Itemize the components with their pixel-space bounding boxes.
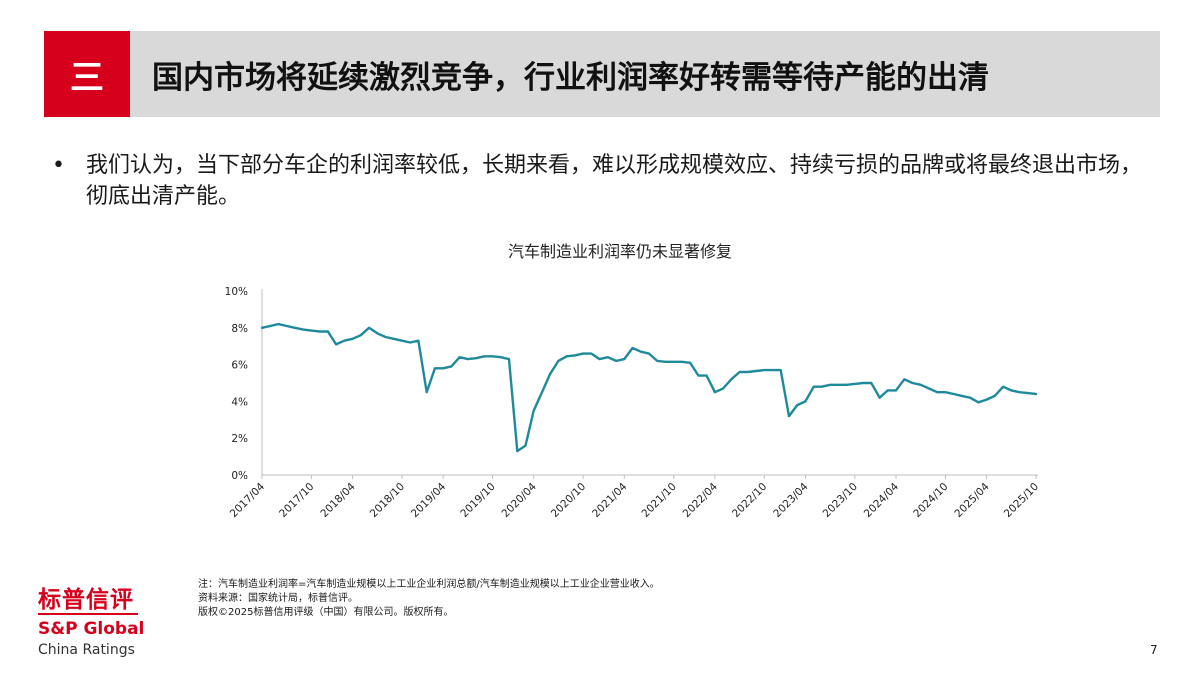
x-tick-label: 2025/10 bbox=[1002, 481, 1041, 520]
x-tick-label: 2019/10 bbox=[458, 481, 497, 520]
x-tick-label: 2019/04 bbox=[409, 480, 449, 520]
logo-english-name: S&P Global bbox=[38, 619, 145, 639]
y-tick-label: 0% bbox=[231, 470, 248, 482]
x-tick-label: 2023/04 bbox=[771, 480, 811, 520]
x-tick-label: 2022/10 bbox=[730, 481, 769, 520]
logo-chinese-name: 标普信评 bbox=[38, 587, 134, 613]
x-tick-label: 2021/10 bbox=[639, 481, 678, 520]
footnotes: 注：汽车制造业利润率=汽车制造业规模以上工业企业利润总额/汽车制造业规模以上工业… bbox=[198, 578, 660, 620]
page-title: 国内市场将延续激烈竞争，行业利润率好转需等待产能的出清 bbox=[152, 59, 989, 96]
x-tick-label: 2018/10 bbox=[368, 481, 407, 520]
footnote-copyright: 版权©2025标普信用评级（中国）有限公司。版权所有。 bbox=[198, 607, 454, 618]
footnote-source: 资料来源：国家统计局，标普信评。 bbox=[198, 593, 358, 604]
x-tick-label: 2023/10 bbox=[821, 481, 860, 520]
logo-subtitle: China Ratings bbox=[38, 642, 135, 658]
x-tick-label: 2020/04 bbox=[500, 480, 540, 520]
logo-divider bbox=[38, 613, 138, 615]
x-tick-label: 2025/04 bbox=[952, 480, 992, 520]
title-bar: 三 国内市场将延续激烈竞争，行业利润率好转需等待产能的出清 bbox=[44, 31, 1160, 117]
x-tick-label: 2018/04 bbox=[318, 480, 358, 520]
profit-margin-series-line bbox=[260, 322, 1038, 453]
x-tick-label: 2024/04 bbox=[862, 480, 902, 520]
bullet-icon: • bbox=[52, 153, 65, 178]
y-tick-label: 2% bbox=[231, 433, 248, 445]
x-tick-label: 2024/10 bbox=[911, 481, 950, 520]
x-tick-label: 2017/10 bbox=[277, 481, 316, 520]
profit-margin-line-chart: 0% 2% 4% 6% 8% 10% 2017/04 2017/10 2018/04 2018/1… bbox=[225, 286, 1041, 520]
y-tick-label: 8% bbox=[231, 323, 248, 335]
x-tick-label: 2020/10 bbox=[549, 481, 588, 520]
y-tick-label: 4% bbox=[231, 396, 248, 408]
footnote-definition: 注：汽车制造业利润率=汽车制造业规模以上工业企业利润总额/汽车制造业规模以上工业… bbox=[198, 579, 660, 590]
page-number: 7 bbox=[1150, 643, 1158, 657]
section-number-badge: 三 bbox=[44, 31, 130, 117]
bullet-point: • 我们认为，当下部分车企的利润率较低，长期来看，难以形成规模效应、持续亏损的品… bbox=[52, 150, 1162, 212]
x-tick-label: 2022/04 bbox=[681, 480, 721, 520]
bullet-text: 我们认为，当下部分车企的利润率较低，长期来看，难以形成规模效应、持续亏损的品牌或… bbox=[86, 153, 1143, 209]
y-tick-label: 10% bbox=[225, 286, 248, 298]
x-tick-label: 2021/04 bbox=[590, 480, 630, 520]
y-tick-label: 6% bbox=[231, 360, 248, 372]
x-tick-label: 2017/04 bbox=[228, 480, 268, 520]
chart-title: 汽车制造业利润率仍未显著修复 bbox=[507, 242, 732, 261]
